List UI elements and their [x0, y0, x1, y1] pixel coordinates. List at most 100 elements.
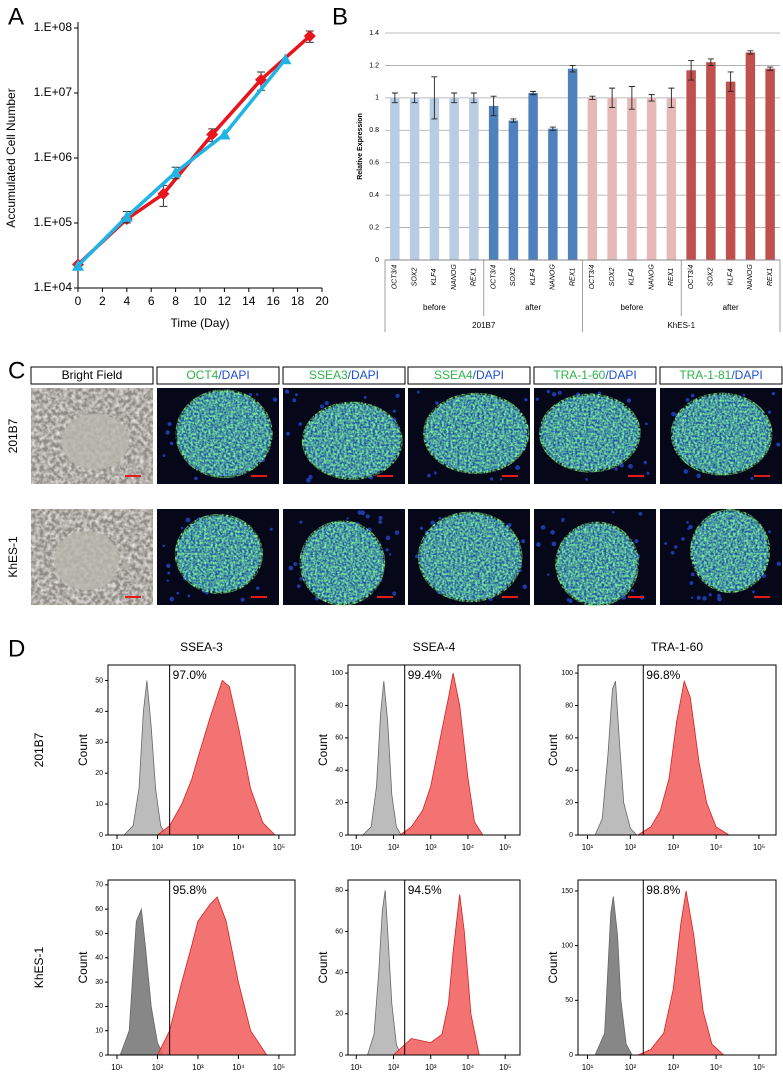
y-tick-label: 20	[95, 1003, 103, 1010]
histogram-area	[594, 681, 638, 836]
nucleus	[293, 562, 298, 566]
bar	[528, 92, 538, 260]
error-bar	[530, 90, 537, 96]
error-bar	[589, 95, 596, 100]
histogram-area	[637, 890, 725, 1056]
error-bar	[470, 92, 477, 104]
y-tick-label: 1	[375, 95, 379, 102]
error-bar	[510, 118, 517, 123]
error-bar	[668, 87, 675, 109]
histogram-area	[636, 679, 731, 836]
nucleus	[427, 473, 431, 478]
colony-stain	[670, 392, 773, 476]
x-tick-label: 10³	[192, 843, 204, 852]
y-tick-label: 0	[375, 257, 379, 264]
y-tick-label: 40	[565, 767, 573, 774]
gate-percent: 97.0%	[173, 668, 207, 682]
category-label: REX1	[767, 268, 774, 286]
x-axis-label: Time (Day)	[171, 316, 230, 330]
histogram-area	[361, 681, 402, 836]
x-tick-label: 0	[75, 294, 82, 308]
bar	[508, 120, 519, 260]
category-label: NANOG	[550, 264, 557, 290]
y-tick-label: 0	[339, 1052, 343, 1059]
nucleus	[638, 512, 643, 516]
nucleus	[430, 520, 435, 525]
category-label: NANOG	[451, 264, 458, 290]
data-point	[279, 53, 292, 65]
nucleus	[395, 393, 400, 398]
nucleus	[708, 593, 712, 597]
nucleus	[165, 430, 170, 435]
plot-frame	[347, 879, 521, 1056]
error-bar	[628, 86, 635, 110]
micrograph	[31, 388, 153, 484]
nucleus	[690, 572, 695, 577]
column-header-box	[659, 366, 783, 385]
nucleus	[717, 596, 722, 602]
y-axis-label: Count	[76, 951, 90, 984]
category-label: SOX2	[609, 268, 616, 287]
nucleus	[419, 526, 424, 530]
y-tick-label: 1.E+04	[34, 280, 73, 294]
x-tick-label: 10⁴	[462, 1063, 475, 1072]
nucleus	[524, 398, 528, 402]
nucleus	[185, 517, 191, 523]
micrograph	[408, 388, 530, 484]
x-tick-label: 10⁴	[710, 843, 723, 852]
category-label: KLF4	[530, 269, 537, 286]
bar	[587, 97, 598, 260]
nucleus	[167, 422, 172, 427]
column-header-box	[30, 366, 154, 385]
error-bar	[648, 94, 655, 102]
nucleus	[299, 520, 303, 524]
gate-percent: 96.8%	[646, 668, 680, 682]
column-header-box	[156, 366, 280, 385]
nucleus	[286, 391, 289, 394]
nucleus	[194, 476, 198, 481]
x-tick-label: 10⁵	[753, 843, 765, 852]
y-tick-label: 80	[335, 887, 343, 894]
row-label: KhES-1	[6, 536, 20, 578]
nucleus	[162, 544, 165, 548]
row-label: KhES-1	[32, 946, 46, 988]
error-bar	[767, 66, 774, 71]
nucleus	[671, 411, 676, 417]
bar	[686, 70, 696, 261]
marker-name: TRA-1-60	[553, 368, 605, 382]
y-tick-label: 100	[561, 942, 573, 949]
category-label: SOX2	[708, 268, 715, 287]
category-label: NANOG	[747, 264, 754, 290]
x-tick-label: 18	[291, 294, 305, 308]
gate-percent: 94.5%	[408, 883, 442, 897]
data-point	[169, 166, 182, 178]
histogram-area	[119, 907, 165, 1056]
nucleus	[546, 389, 550, 394]
nucleus	[546, 573, 550, 576]
bar	[745, 52, 756, 261]
x-tick-label: 8	[172, 294, 179, 308]
y-tick-label: 40	[95, 708, 103, 715]
colony	[61, 413, 129, 470]
y-axis-label: Count	[316, 733, 330, 766]
x-tick-label: 14	[242, 294, 256, 308]
category-label: OCT3/4	[490, 265, 497, 290]
nucleus	[187, 594, 191, 598]
histogram-area	[156, 896, 268, 1056]
nucleus	[392, 409, 396, 413]
micrograph	[660, 509, 782, 605]
bar	[449, 97, 459, 260]
x-tick-label: 10¹	[582, 843, 594, 852]
bar	[706, 62, 716, 260]
bar	[725, 81, 736, 261]
colony-stain	[690, 509, 771, 593]
x-tick-label: 10¹	[111, 1063, 123, 1072]
x-tick-label: 10	[193, 294, 207, 308]
x-tick-label: 10²	[388, 1063, 400, 1072]
column-title: SSEA-4	[413, 640, 456, 654]
x-tick-label: 20	[315, 294, 329, 308]
x-tick-label: 10⁵	[273, 1063, 285, 1072]
error-bar	[451, 92, 458, 104]
micrograph	[534, 509, 656, 607]
marker-name: SSEA3	[309, 368, 348, 382]
